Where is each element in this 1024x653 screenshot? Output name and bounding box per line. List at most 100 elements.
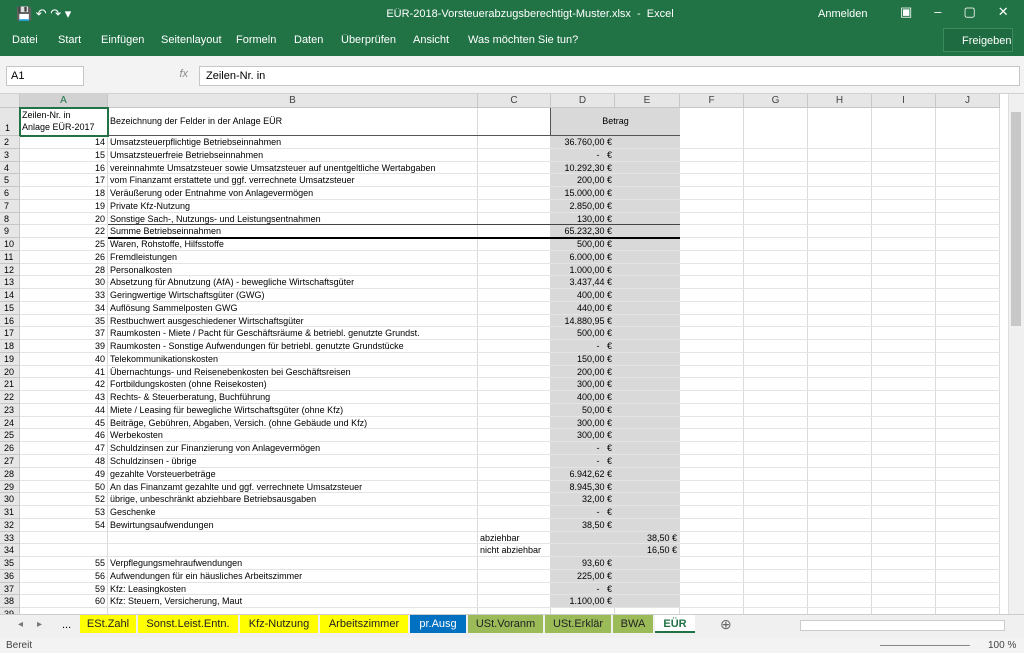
row-header[interactable]: 16 bbox=[0, 314, 20, 328]
cell[interactable]: vereinnahmte Umsatzsteuer sowie Umsatzst… bbox=[110, 162, 436, 173]
cell[interactable]: 56 bbox=[94, 570, 105, 581]
cell[interactable]: 1.000,00 € bbox=[569, 264, 612, 275]
zoom-level[interactable]: 100 % bbox=[988, 640, 1017, 651]
sheet-tab[interactable]: pr.Ausg bbox=[410, 615, 466, 633]
cell[interactable]: 25 bbox=[94, 239, 105, 250]
cell[interactable]: 400,00 € bbox=[576, 290, 612, 301]
sign-in[interactable]: Anmelden bbox=[818, 8, 868, 20]
cell[interactable]: Miete / Leasing für bewegliche Wirtschaf… bbox=[110, 404, 344, 415]
sheet-tab[interactable]: Sonst.Leist.Entn. bbox=[138, 615, 238, 633]
cell[interactable]: 440,00 € bbox=[576, 302, 612, 313]
cell[interactable]: 46 bbox=[94, 430, 105, 441]
cell[interactable]: Telekommunikationskosten bbox=[110, 353, 219, 364]
column-header[interactable]: C bbox=[478, 94, 551, 108]
cell[interactable]: - € bbox=[596, 456, 612, 466]
cell[interactable]: 54 bbox=[94, 519, 105, 530]
cell[interactable]: 200,00 € bbox=[576, 175, 612, 186]
cell[interactable]: 50,00 € bbox=[581, 404, 612, 415]
tab-more[interactable]: ... bbox=[62, 619, 72, 631]
cell[interactable]: Waren, Rohstoffe, Hilfsstoffe bbox=[110, 239, 224, 250]
row-header[interactable]: 36 bbox=[0, 569, 20, 583]
row-header[interactable]: 37 bbox=[0, 582, 20, 596]
name-box[interactable]: A1 bbox=[6, 66, 84, 86]
column-header[interactable]: J bbox=[936, 94, 1000, 108]
cell[interactable]: 2.850,00 € bbox=[569, 200, 612, 211]
window-controls[interactable]: ▣–▢✕ bbox=[900, 4, 1024, 19]
sheet-tab[interactable]: ESt.Zahl bbox=[80, 615, 136, 633]
row-header[interactable]: 1 bbox=[0, 108, 20, 136]
row-header[interactable]: 18 bbox=[0, 340, 20, 353]
row-header[interactable]: 38 bbox=[0, 595, 20, 609]
cell[interactable]: Umsatzsteuerfreie Betriebseinnahmen bbox=[110, 149, 264, 160]
cell[interactable]: 17 bbox=[94, 175, 105, 186]
cell[interactable]: 18 bbox=[94, 188, 105, 199]
cell[interactable]: 225,00 € bbox=[576, 570, 612, 581]
cell[interactable]: 16 bbox=[94, 162, 105, 173]
sheet-tab[interactable]: EÜR bbox=[655, 615, 695, 633]
row-header[interactable]: 11 bbox=[0, 250, 20, 264]
column-header[interactable]: I bbox=[872, 94, 936, 108]
row-header[interactable]: 28 bbox=[0, 467, 20, 481]
row-header[interactable]: 30 bbox=[0, 493, 20, 507]
add-sheet[interactable]: ⊕ bbox=[720, 616, 732, 632]
column-header[interactable]: A bbox=[20, 94, 108, 108]
cell[interactable]: Fortbildungskosten (ohne Reisekosten) bbox=[110, 379, 267, 390]
ribbon-tab[interactable]: Ansicht bbox=[413, 34, 450, 46]
cell[interactable]: 36.760,00 € bbox=[564, 137, 612, 147]
cell[interactable]: 15.000,00 € bbox=[564, 188, 612, 199]
row-header[interactable]: 4 bbox=[0, 161, 20, 175]
row-header[interactable]: 25 bbox=[0, 429, 20, 443]
cell[interactable]: Geringwertige Wirtschaftsgüter (GWG) bbox=[110, 290, 265, 301]
column-header[interactable]: F bbox=[680, 94, 744, 108]
row-header[interactable]: 21 bbox=[0, 378, 20, 392]
cell[interactable]: Schuldzinsen - übrige bbox=[110, 456, 197, 466]
cell[interactable]: 300,00 € bbox=[576, 417, 612, 428]
sheet-tab[interactable]: USt.Erklär bbox=[545, 615, 611, 633]
cell[interactable]: 150,00 € bbox=[576, 353, 612, 364]
cell[interactable]: 200,00 € bbox=[576, 366, 612, 377]
column-header[interactable]: G bbox=[744, 94, 808, 108]
cell[interactable]: Fremdleistungen bbox=[110, 251, 178, 262]
cell[interactable]: 130,00 € bbox=[576, 213, 612, 224]
cell[interactable]: - € bbox=[596, 443, 612, 454]
row-header[interactable]: 3 bbox=[0, 148, 20, 162]
column-header[interactable]: E bbox=[615, 94, 680, 108]
cell[interactable]: An das Finanzamt gezahlte und ggf. verre… bbox=[110, 481, 363, 492]
cell[interactable]: - € bbox=[596, 341, 612, 352]
row-header[interactable]: 13 bbox=[0, 276, 20, 290]
cell[interactable]: 20 bbox=[94, 213, 105, 224]
cell[interactable]: 49 bbox=[94, 468, 105, 479]
cell[interactable]: 47 bbox=[94, 443, 105, 454]
cell[interactable]: Private Kfz-Nutzung bbox=[110, 200, 191, 211]
cell[interactable]: 44 bbox=[94, 404, 105, 415]
zoom-slider[interactable] bbox=[880, 645, 970, 646]
row-header[interactable]: 19 bbox=[0, 352, 20, 366]
cell[interactable]: Personalkosten bbox=[110, 264, 173, 275]
cell[interactable]: 42 bbox=[94, 379, 105, 390]
cell[interactable]: 32,00 € bbox=[581, 494, 612, 505]
row-header[interactable]: 31 bbox=[0, 506, 20, 519]
row-header[interactable]: 29 bbox=[0, 480, 20, 494]
row-header[interactable]: 23 bbox=[0, 403, 20, 417]
cell[interactable]: 37 bbox=[94, 328, 105, 339]
cell[interactable]: Sonstige Sach-, Nutzungs- und Leistungse… bbox=[110, 213, 321, 224]
cell[interactable]: abziehbar bbox=[480, 532, 520, 543]
cell[interactable]: 38,50 € bbox=[581, 519, 612, 530]
scroll-thumb[interactable] bbox=[1011, 112, 1021, 326]
ribbon-tab[interactable]: Daten bbox=[294, 34, 324, 46]
cell[interactable]: gezahlte Vorsteuerbeträge bbox=[110, 468, 216, 479]
cell[interactable]: 19 bbox=[94, 200, 105, 211]
column-header[interactable]: D bbox=[551, 94, 615, 108]
cell[interactable]: 500,00 € bbox=[576, 328, 612, 339]
cell[interactable]: 39 bbox=[94, 341, 105, 352]
cell[interactable]: 400,00 € bbox=[576, 392, 612, 403]
cell[interactable]: - € bbox=[596, 583, 612, 594]
cell[interactable]: Werbekosten bbox=[110, 430, 163, 441]
ribbon-tab[interactable]: Formeln bbox=[236, 34, 277, 46]
cell[interactable]: 59 bbox=[94, 583, 105, 594]
cell[interactable]: 35 bbox=[94, 315, 105, 326]
row-header[interactable]: 27 bbox=[0, 455, 20, 468]
cell[interactable]: 60 bbox=[94, 596, 105, 607]
row-header[interactable]: 5 bbox=[0, 174, 20, 188]
row-header[interactable]: 6 bbox=[0, 187, 20, 200]
